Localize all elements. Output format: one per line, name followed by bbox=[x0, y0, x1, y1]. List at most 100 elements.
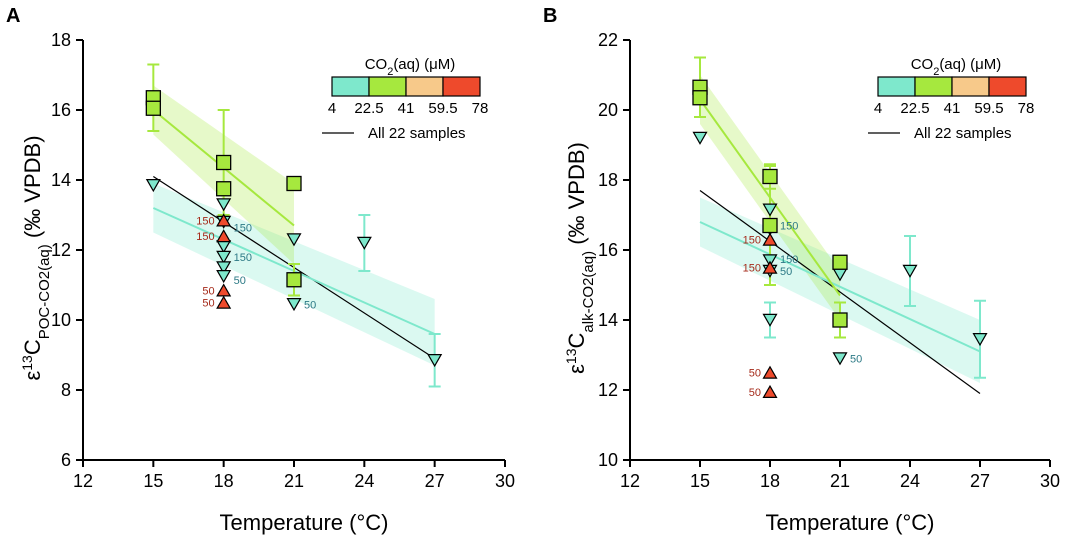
data-point-triangle-down bbox=[972, 332, 988, 347]
y-axis-title-part: (‰ VPDB) bbox=[20, 135, 45, 244]
x-tick-label: 27 bbox=[970, 471, 990, 491]
y-axis-title-part: alk-CO2(aq) bbox=[580, 251, 597, 333]
y-tick-label: 16 bbox=[598, 240, 618, 260]
y-axis-title-part: 13 bbox=[563, 348, 579, 364]
panel-label: B bbox=[543, 5, 557, 27]
data-point-triangle-up bbox=[216, 283, 232, 297]
y-tick-label: 22 bbox=[598, 30, 618, 50]
point-annotation: 150 bbox=[780, 254, 798, 266]
data-point-triangle-down bbox=[286, 297, 302, 312]
y-axis-title: ε13CPOC-CO2(aq) (‰ VPDB) bbox=[19, 135, 53, 380]
x-tick-label: 30 bbox=[495, 471, 515, 491]
data-point-triangle-down bbox=[145, 178, 161, 193]
x-tick-label: 24 bbox=[900, 471, 920, 491]
x-tick-label: 12 bbox=[620, 471, 640, 491]
data-point-triangle-down bbox=[427, 353, 443, 368]
point-annotation: 50 bbox=[202, 285, 214, 297]
fit-line bbox=[699, 221, 981, 353]
data-point-triangle-up bbox=[762, 232, 778, 246]
point-annotation: 50 bbox=[749, 387, 761, 399]
legend-title-part: (aq) (μM) bbox=[393, 56, 455, 73]
data-point-triangle-up bbox=[216, 229, 232, 243]
x-tick-label: 15 bbox=[143, 471, 163, 491]
data-point-triangle-down bbox=[762, 313, 778, 327]
point-annotation: 150 bbox=[743, 235, 761, 247]
data-point-triangle-down bbox=[762, 203, 778, 217]
y-tick-label: 10 bbox=[51, 310, 71, 330]
legend-color-swatch bbox=[877, 76, 916, 97]
point-annotation: 150 bbox=[196, 231, 214, 243]
legend-color-swatch bbox=[988, 76, 1027, 97]
legend-tick-label: 4 bbox=[874, 100, 882, 117]
y-tick-label: 12 bbox=[598, 380, 618, 400]
legend-tick-label: 59.5 bbox=[974, 100, 1003, 117]
y-tick-label: 18 bbox=[598, 170, 618, 190]
legend-title-part: 2 bbox=[387, 66, 393, 78]
data-point-triangle-up bbox=[216, 213, 232, 227]
data-point-square bbox=[216, 181, 232, 197]
legend: CO2(aq) (μM) 4 22.5 41 59.5 78 All 22 samples bbox=[322, 56, 488, 142]
y-tick-label: 14 bbox=[51, 170, 71, 190]
data-point-square bbox=[145, 100, 161, 116]
data-point-square bbox=[762, 217, 778, 234]
y-axis-title-part: 13 bbox=[19, 355, 35, 371]
data-point-triangle-down bbox=[216, 269, 232, 284]
point-annotation: 150 bbox=[196, 215, 214, 227]
legend-title: CO2(aq) (μM) bbox=[365, 56, 456, 78]
legend-tick-label: 41 bbox=[398, 100, 415, 117]
legend-title-part: 2 bbox=[933, 66, 939, 78]
data-point-triangle-down bbox=[216, 261, 232, 275]
point-annotation: 50 bbox=[749, 368, 761, 380]
x-axis-title: Temperature (°C) bbox=[766, 510, 935, 535]
point-annotation: 50 bbox=[234, 275, 246, 287]
y-tick-label: 14 bbox=[598, 310, 618, 330]
y-axis-title-part: (‰ VPDB) bbox=[564, 142, 589, 251]
point-annotation: 150 bbox=[743, 263, 761, 275]
legend-tick-label: 41 bbox=[944, 100, 961, 117]
data-point-triangle-down bbox=[832, 352, 848, 366]
legend-title: CO2(aq) (μM) bbox=[911, 56, 1002, 78]
y-tick-label: 8 bbox=[61, 380, 71, 400]
legend-tick-label: 4 bbox=[328, 100, 336, 117]
legend-tick-label: 22.5 bbox=[354, 100, 383, 117]
y-tick-label: 6 bbox=[61, 450, 71, 470]
y-tick-label: 12 bbox=[51, 240, 71, 260]
legend-color-swatch bbox=[442, 76, 481, 97]
y-axis-title-part: ε bbox=[20, 371, 45, 381]
x-tick-label: 30 bbox=[1040, 471, 1060, 491]
data-point-triangle-down bbox=[356, 236, 372, 250]
y-axis-title-part: ε bbox=[564, 364, 589, 374]
data-point-triangle-down bbox=[286, 233, 302, 247]
data-point-square bbox=[832, 254, 848, 270]
point-annotation: 50 bbox=[304, 299, 316, 311]
data-point-triangle-up bbox=[762, 365, 778, 379]
y-axis-title-part: C bbox=[564, 332, 589, 348]
x-axis-title: Temperature (°C) bbox=[220, 510, 389, 535]
legend-tick-label: 22.5 bbox=[900, 100, 929, 117]
legend-tick-label: 59.5 bbox=[428, 100, 457, 117]
point-annotation: 50 bbox=[202, 298, 214, 310]
point-annotation: 150 bbox=[234, 252, 252, 264]
data-point-triangle-up bbox=[762, 260, 778, 274]
fit-line bbox=[699, 190, 981, 394]
legend-title-part: (aq) (μM) bbox=[939, 56, 1001, 73]
data-point-square bbox=[216, 154, 232, 171]
legend-tick-label: 78 bbox=[472, 100, 489, 117]
data-point-square bbox=[832, 312, 848, 328]
legend-title-part: CO bbox=[365, 56, 388, 73]
y-tick-label: 10 bbox=[598, 450, 618, 470]
x-tick-label: 18 bbox=[760, 471, 780, 491]
point-annotation: 50 bbox=[780, 266, 792, 278]
y-axis-title-part: C bbox=[20, 339, 45, 355]
data-point-square bbox=[286, 175, 302, 192]
legend: CO2(aq) (μM) 4 22.5 41 59.5 78 All 22 samples bbox=[868, 56, 1034, 142]
data-point-triangle-up bbox=[762, 384, 778, 399]
x-tick-label: 27 bbox=[425, 471, 445, 491]
legend-color-swatch bbox=[914, 76, 953, 97]
data-point-square bbox=[762, 168, 778, 185]
legend-line-label: All 22 samples bbox=[914, 125, 1012, 142]
legend-tick-label: 78 bbox=[1018, 100, 1035, 117]
panel-b: B12 15 18 21 24 27 3010121416182022Temperature… bbox=[543, 5, 1060, 535]
